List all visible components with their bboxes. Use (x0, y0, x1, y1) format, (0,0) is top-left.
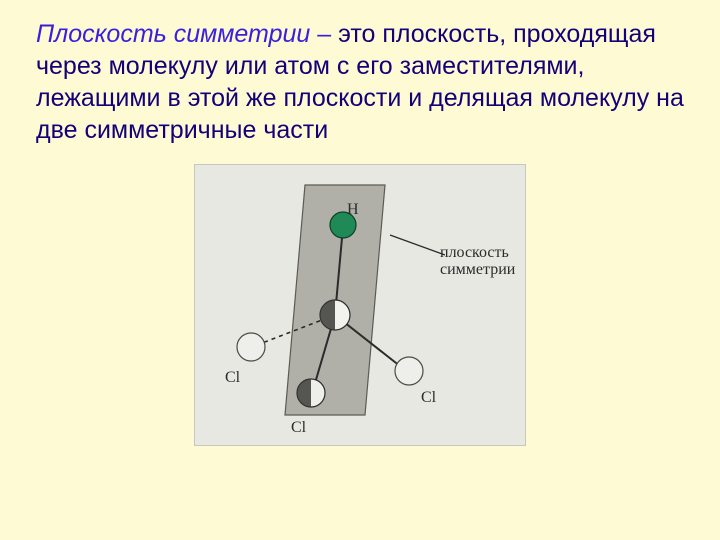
atom-label-h: H (347, 201, 359, 219)
plane-label-line1: плоскость (440, 244, 509, 261)
symmetry-plane-diagram: плоскость симметрии H Cl Cl Cl (194, 164, 526, 446)
plane-label: плоскость симметрии (440, 245, 515, 279)
atom-label-cl1: Cl (225, 369, 240, 387)
figure-container: плоскость симметрии H Cl Cl Cl (36, 164, 684, 451)
slide: Плоскость симметрии – это плоскость, про… (0, 0, 720, 540)
definition-term: Плоскость симметрии (36, 20, 310, 48)
definition-paragraph: Плоскость симметрии – это плоскость, про… (36, 18, 684, 146)
diagram-svg (195, 165, 525, 445)
atom-label-cl2: Cl (291, 419, 306, 437)
plane-label-line2: симметрии (440, 261, 515, 278)
atom-label-cl3: Cl (421, 389, 436, 407)
definition-dash: – (310, 20, 338, 48)
